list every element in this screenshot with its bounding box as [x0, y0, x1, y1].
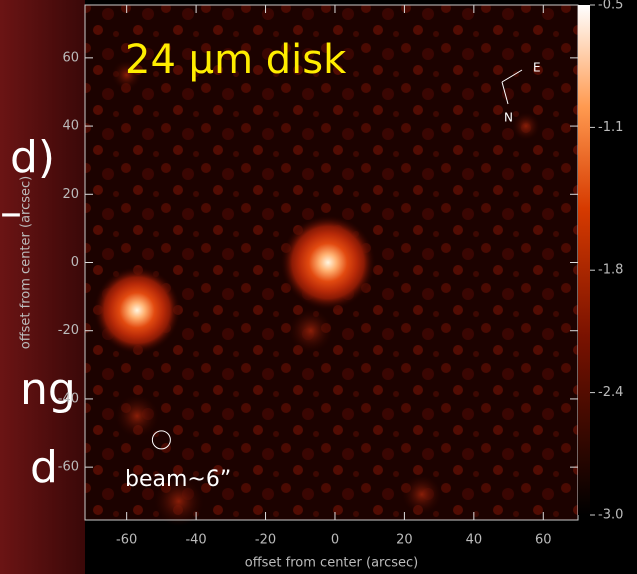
- faint-source: [289, 309, 333, 353]
- y-tick-label: -40: [58, 391, 79, 406]
- source: [280, 215, 376, 311]
- x-tick-label: 20: [396, 533, 413, 548]
- x-tick-label: 0: [331, 533, 339, 548]
- compass-label: N: [504, 111, 513, 125]
- colorbar-tick-label: -1.8: [598, 263, 623, 278]
- faint-source: [115, 394, 159, 438]
- chart: d) – ng d -60-40-200204060-60-40-2002040…: [0, 0, 637, 574]
- colorbar: [578, 5, 590, 515]
- y-tick-label: 0: [71, 255, 79, 270]
- faint-source: [512, 112, 540, 140]
- x-tick-label: -40: [185, 533, 206, 548]
- annotation: 24 μm disk: [125, 37, 347, 83]
- y-tick-label: -60: [58, 460, 79, 475]
- compass-label: E: [533, 61, 541, 75]
- x-tick-label: 60: [535, 533, 552, 548]
- y-tick-label: 40: [62, 119, 79, 134]
- x-tick-label: 40: [466, 533, 483, 548]
- y-tick-label: 60: [62, 50, 79, 65]
- colorbar-tick-label: -0.5: [598, 0, 623, 13]
- x-tick-label: -20: [255, 533, 276, 548]
- slide-text: d: [30, 442, 58, 493]
- image-panel: [85, 5, 578, 526]
- y-tick-label: -20: [58, 323, 79, 338]
- colorbar-tick-label: -3.0: [598, 508, 623, 523]
- colorbar-tick-label: -1.1: [598, 120, 623, 135]
- y-tick-label: 20: [62, 187, 79, 202]
- slide-text: d): [10, 132, 55, 183]
- x-axis-label: offset from center (arcsec): [245, 556, 419, 571]
- x-tick-label: -60: [116, 533, 137, 548]
- faint-source: [402, 474, 442, 514]
- colorbar-tick-label: -2.4: [598, 385, 623, 400]
- y-axis-label: offset from center (arcsec): [19, 176, 34, 350]
- source: [93, 266, 181, 354]
- slide-text: ng: [20, 364, 76, 415]
- beam-label: beam~6”: [125, 467, 231, 492]
